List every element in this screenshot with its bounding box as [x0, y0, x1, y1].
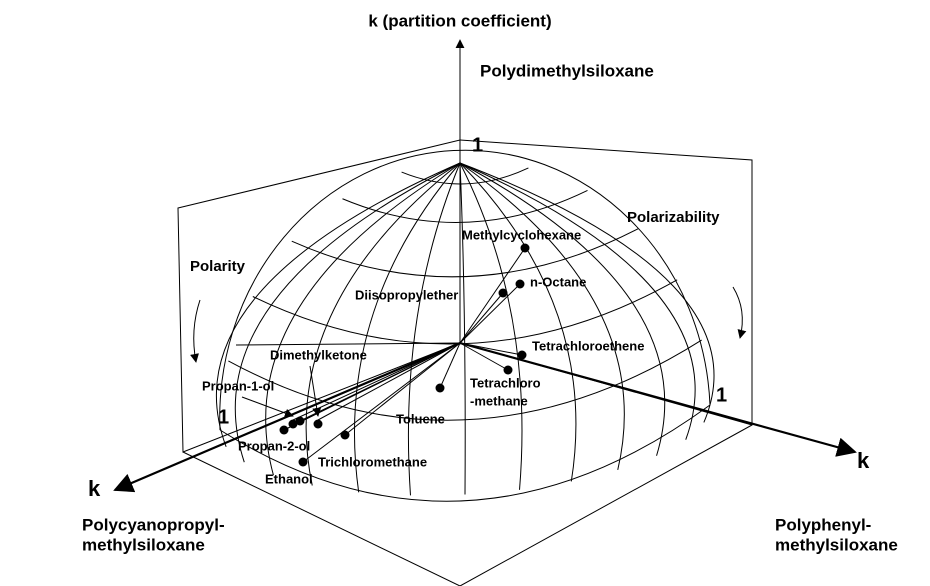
ray	[317, 342, 461, 421]
point	[340, 430, 350, 440]
compound-label: Propan-2-ol	[238, 438, 310, 453]
ray	[302, 342, 461, 463]
compound-label: Ethanol	[265, 471, 313, 486]
meridian	[234, 162, 461, 463]
compound-label: n-Octane	[530, 274, 586, 289]
meridian	[459, 162, 466, 495]
meridian	[354, 162, 461, 493]
phase-label: methylsiloxane	[82, 535, 205, 554]
compound-label: Methylcyclohexane	[462, 227, 581, 242]
meridian	[407, 162, 461, 496]
point	[435, 383, 445, 393]
compounds: Methylcyclohexane n-Octane Diisopropylethe…	[202, 227, 644, 486]
pointer	[241, 396, 294, 418]
meridian	[459, 162, 715, 423]
ray	[459, 342, 523, 356]
axis-label: k	[857, 448, 870, 473]
phase-label: methylsiloxane	[775, 535, 898, 554]
meridian	[459, 162, 625, 471]
ray	[459, 247, 526, 344]
ray	[299, 342, 461, 422]
compound-label: Tetrachloro	[470, 375, 541, 390]
meridian	[265, 162, 461, 476]
compound-label: Diisopropylether	[355, 287, 458, 302]
parallel	[291, 228, 639, 278]
equator	[219, 404, 711, 502]
phase-label: Polycyanopropyl-	[82, 515, 225, 534]
property-label: Polarizability	[627, 209, 720, 226]
meridian	[459, 162, 696, 440]
meridian	[459, 162, 523, 490]
compound-label: Dimethylketone	[270, 347, 367, 362]
ray	[459, 342, 509, 371]
point	[288, 419, 298, 429]
phase-label: Polyphenyl-	[775, 515, 871, 534]
point	[313, 419, 323, 429]
point	[498, 288, 508, 298]
point	[279, 425, 289, 435]
ray	[292, 342, 461, 421]
parallel	[401, 167, 529, 185]
ray	[235, 342, 461, 346]
compound-label: -methane	[470, 393, 528, 408]
parallel	[342, 189, 588, 224]
ray	[344, 342, 461, 436]
scale-label: 1	[218, 406, 229, 428]
axis-label: k (partition coefficient)	[368, 11, 551, 30]
hemisphere	[215, 149, 715, 502]
point	[295, 416, 305, 426]
meridian	[459, 162, 577, 482]
point	[520, 243, 530, 253]
meridian	[459, 162, 666, 456]
compound-label: Tetrachloroethene	[532, 338, 644, 353]
ray	[439, 342, 461, 389]
pointer	[309, 365, 322, 417]
meridian	[215, 162, 461, 447]
meridian	[305, 162, 461, 486]
point	[503, 365, 513, 375]
point	[517, 350, 527, 360]
scale-label: 1	[716, 384, 727, 406]
axis-label: k	[88, 476, 101, 501]
point	[515, 279, 525, 289]
ray	[459, 292, 504, 344]
phase-label: Polydimethylsiloxane	[480, 61, 654, 80]
property-label: Polarity	[190, 258, 246, 275]
compound-label: Trichloromethane	[318, 454, 427, 469]
scale-label: 1	[472, 134, 483, 156]
point	[298, 457, 308, 467]
compound-label: Propan-1-ol	[202, 378, 274, 393]
compound-label: Toluene	[396, 411, 445, 426]
ray	[459, 283, 521, 344]
